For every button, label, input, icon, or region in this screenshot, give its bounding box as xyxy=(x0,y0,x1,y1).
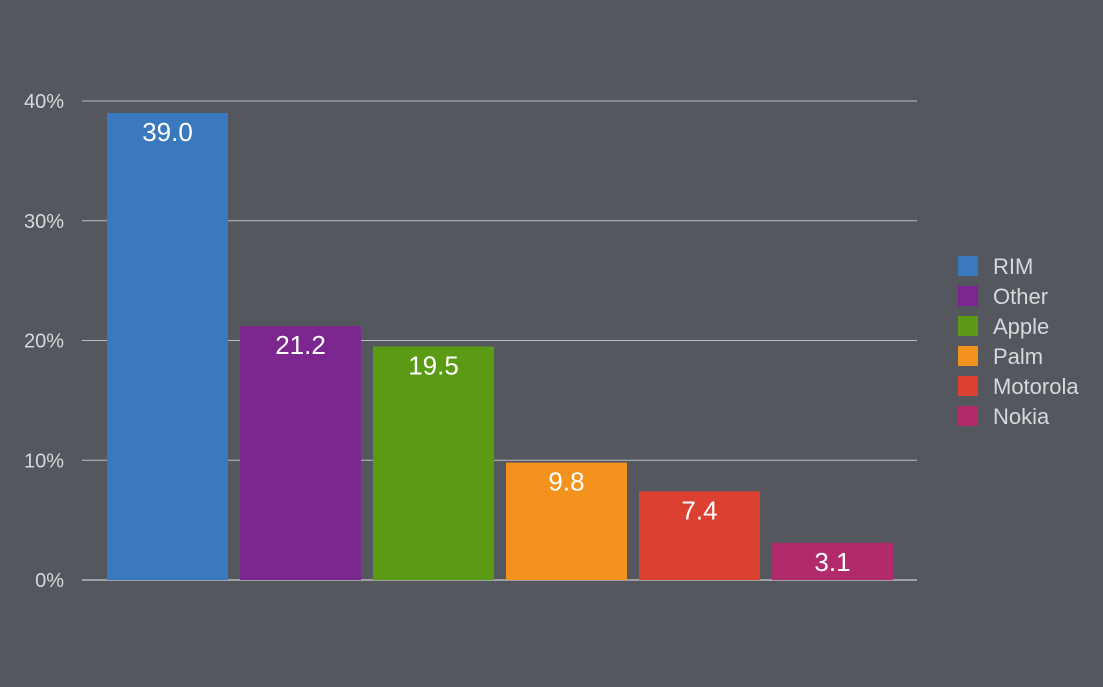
legend-swatch xyxy=(958,406,978,426)
legend-label: Motorola xyxy=(993,374,1079,399)
legend-swatch xyxy=(958,346,978,366)
y-tick-label: 10% xyxy=(24,450,64,472)
legend-label: Apple xyxy=(993,314,1049,339)
legend-item-apple: Apple xyxy=(958,314,1049,339)
legend-item-motorola: Motorola xyxy=(958,374,1079,399)
data-label: 39.0 xyxy=(142,117,193,147)
legend-swatch xyxy=(958,286,978,306)
y-tick-label: 40% xyxy=(24,91,64,113)
legend-item-palm: Palm xyxy=(958,344,1043,369)
bar-palm xyxy=(506,462,627,580)
data-label: 21.2 xyxy=(275,330,326,360)
legend: RIM Other Apple Palm Motorola Nokia xyxy=(958,254,1079,429)
legend-label: Nokia xyxy=(993,404,1050,429)
legend-label: Other xyxy=(993,284,1048,309)
data-label: 19.5 xyxy=(408,350,459,380)
data-label: 3.1 xyxy=(814,547,850,577)
y-tick-label: 0% xyxy=(35,570,64,592)
y-axis: 0% 10% 20% 30% 40% xyxy=(24,91,64,592)
bar-other xyxy=(240,326,361,580)
legend-swatch xyxy=(958,376,978,396)
legend-swatch xyxy=(958,316,978,336)
bars xyxy=(107,112,893,580)
legend-label: RIM xyxy=(993,254,1033,279)
y-tick-label: 30% xyxy=(24,211,64,233)
y-tick-label: 20% xyxy=(24,331,64,353)
legend-label: Palm xyxy=(993,344,1043,369)
legend-item-rim: RIM xyxy=(958,254,1033,279)
data-label: 9.8 xyxy=(548,467,584,497)
legend-item-other: Other xyxy=(958,284,1048,309)
value-labels: 39.0 21.2 19.5 9.8 7.4 3.1 xyxy=(142,117,850,577)
data-label: 7.4 xyxy=(681,495,717,525)
legend-swatch xyxy=(958,256,978,276)
bar-motorola xyxy=(639,491,760,580)
bar-apple xyxy=(373,346,494,580)
bar-rim xyxy=(107,112,228,580)
legend-item-nokia: Nokia xyxy=(958,404,1050,429)
bar-nokia xyxy=(772,542,893,580)
